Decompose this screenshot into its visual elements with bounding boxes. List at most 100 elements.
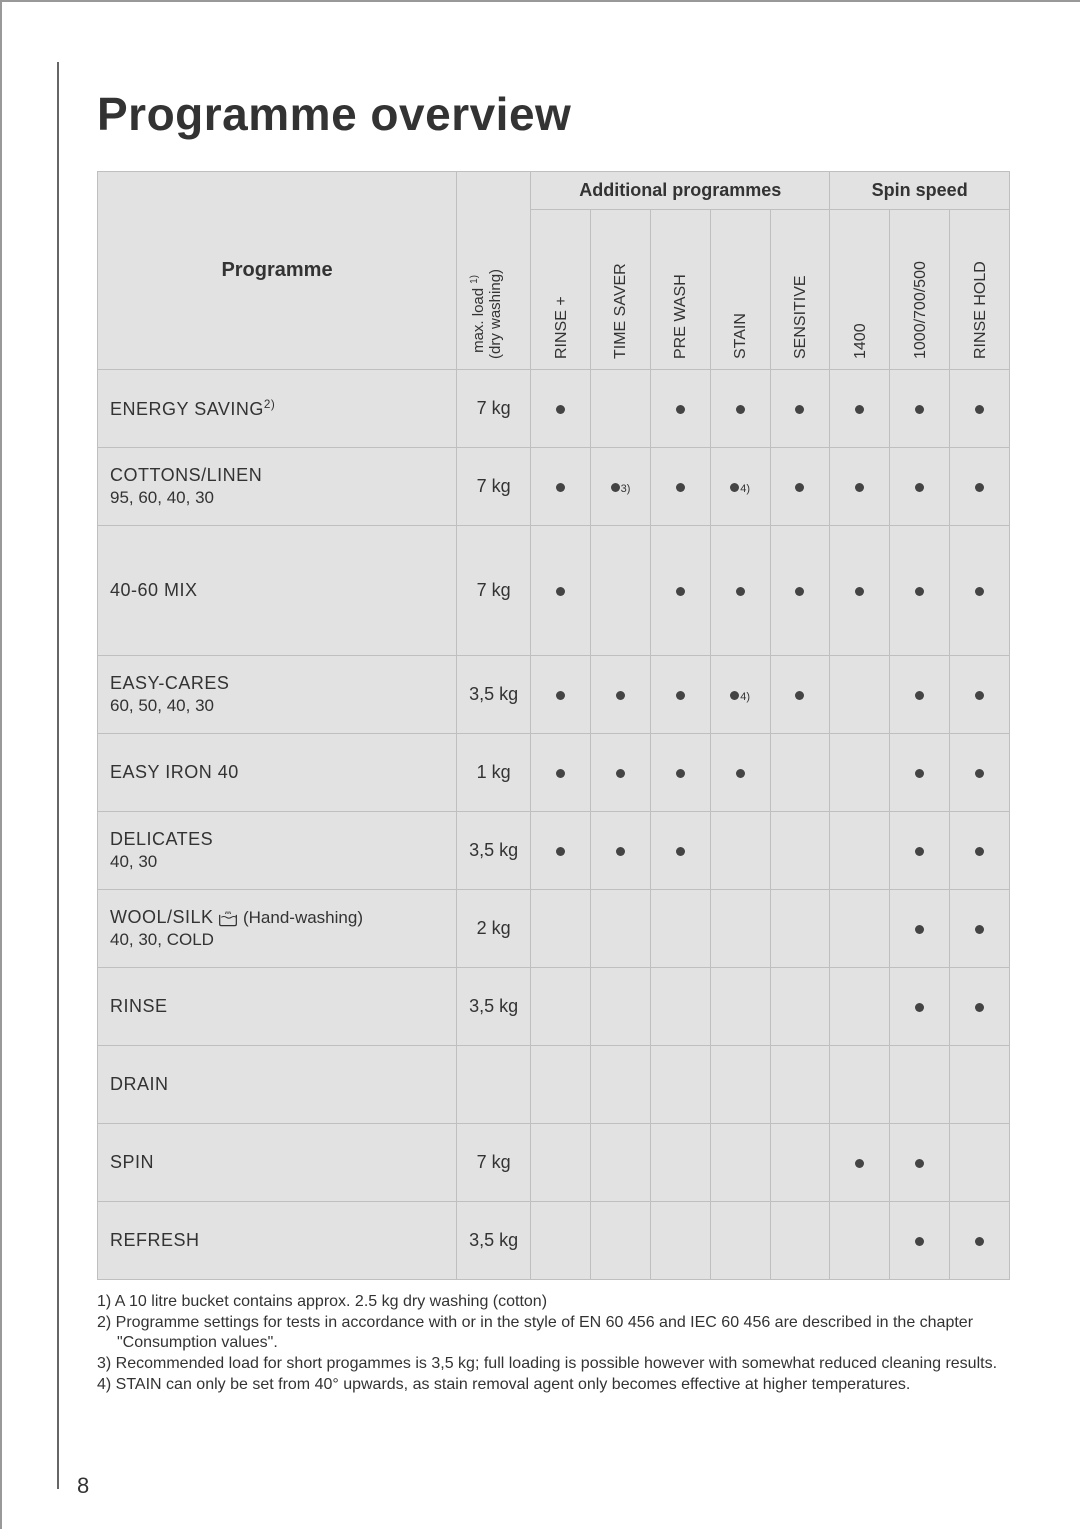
page-number: 8 bbox=[77, 1473, 89, 1499]
programme-tbody: ENERGY SAVING2) 7 kgCOTTONS/LINEN95, 60, … bbox=[98, 370, 1010, 1280]
opt-cell bbox=[770, 1046, 830, 1124]
programme-name: WOOL/SILK bbox=[110, 907, 214, 927]
opt-cell bbox=[650, 1124, 710, 1202]
table-row: RINSE3,5 kg bbox=[98, 968, 1010, 1046]
opt-cell bbox=[950, 526, 1010, 656]
table-row: ENERGY SAVING2) 7 kg bbox=[98, 370, 1010, 448]
opt-cell bbox=[591, 734, 651, 812]
opt-cell bbox=[591, 370, 651, 448]
load-cell: 3,5 kg bbox=[457, 968, 531, 1046]
opt-cell: 4) bbox=[710, 448, 770, 526]
opt-cell bbox=[770, 1202, 830, 1280]
opt-cell bbox=[890, 1046, 950, 1124]
opt-cell bbox=[830, 526, 890, 656]
opt-cell bbox=[950, 812, 1010, 890]
footnotes: 1) A 10 litre bucket contains approx. 2.… bbox=[97, 1292, 1010, 1395]
opt-cell bbox=[770, 656, 830, 734]
programme-cell: WOOL/SILK (Hand-washing)40, 30, COLD bbox=[98, 890, 457, 968]
opt-cell bbox=[890, 734, 950, 812]
opt-cell bbox=[830, 370, 890, 448]
opt-cell bbox=[950, 968, 1010, 1046]
opt-cell bbox=[890, 370, 950, 448]
programme-name: EASY IRON 40 bbox=[110, 762, 239, 782]
max-load-sub: (dry washing) bbox=[487, 269, 504, 359]
opt-cell bbox=[770, 370, 830, 448]
opt-cell bbox=[591, 890, 651, 968]
programme-sub: 60, 50, 40, 30 bbox=[110, 696, 444, 716]
opt-cell bbox=[770, 968, 830, 1046]
programme-name: 40-60 MIX bbox=[110, 580, 198, 600]
programme-name: DRAIN bbox=[110, 1074, 169, 1094]
programme-name: ENERGY SAVING2) bbox=[110, 399, 275, 419]
page-title: Programme overview bbox=[97, 87, 1010, 141]
handwash-icon bbox=[218, 911, 238, 927]
opt-cell bbox=[950, 656, 1010, 734]
opt-cell bbox=[770, 448, 830, 526]
max-load-sup: 1) bbox=[469, 275, 480, 284]
table-row: DRAIN bbox=[98, 1046, 1010, 1124]
opt-cell bbox=[890, 656, 950, 734]
opt-cell bbox=[950, 734, 1010, 812]
opt-cell bbox=[710, 734, 770, 812]
opt-cell: 3) bbox=[591, 448, 651, 526]
page: Programme overview Programme max. load 1… bbox=[0, 0, 1080, 1529]
opt-cell bbox=[531, 890, 591, 968]
programme-table-wrap: Programme max. load 1) (dry washing) Add… bbox=[97, 171, 1010, 1280]
load-cell: 2 kg bbox=[457, 890, 531, 968]
programme-cell: SPIN bbox=[98, 1124, 457, 1202]
programme-cell: COTTONS/LINEN95, 60, 40, 30 bbox=[98, 448, 457, 526]
opt-cell bbox=[591, 812, 651, 890]
opt-cell bbox=[830, 1202, 890, 1280]
table-row: SPIN7 kg bbox=[98, 1124, 1010, 1202]
col-sensitive: SENSITIVE bbox=[770, 210, 830, 370]
opt-cell bbox=[531, 734, 591, 812]
opt-cell bbox=[950, 890, 1010, 968]
opt-cell bbox=[710, 1124, 770, 1202]
programme-cell: 40-60 MIX bbox=[98, 526, 457, 656]
opt-cell bbox=[650, 812, 710, 890]
load-cell: 7 kg bbox=[457, 448, 531, 526]
table-row: EASY IRON 401 kg bbox=[98, 734, 1010, 812]
opt-cell bbox=[950, 1202, 1010, 1280]
opt-cell bbox=[710, 968, 770, 1046]
opt-cell bbox=[770, 812, 830, 890]
opt-cell bbox=[770, 526, 830, 656]
col-rinse-plus: RINSE + bbox=[531, 210, 591, 370]
opt-cell bbox=[830, 812, 890, 890]
group-spin: Spin speed bbox=[830, 172, 1010, 210]
programme-cell: REFRESH bbox=[98, 1202, 457, 1280]
footnote: 3) Recommended load for short progammes … bbox=[97, 1354, 1010, 1374]
opt-cell bbox=[531, 448, 591, 526]
opt-cell bbox=[650, 1046, 710, 1124]
programme-table: Programme max. load 1) (dry washing) Add… bbox=[97, 171, 1010, 1280]
opt-cell bbox=[770, 890, 830, 968]
opt-cell bbox=[650, 734, 710, 812]
opt-cell bbox=[950, 1124, 1010, 1202]
opt-cell bbox=[710, 812, 770, 890]
programme-name: COTTONS/LINEN bbox=[110, 465, 262, 485]
opt-cell bbox=[531, 968, 591, 1046]
footnote: 2) Programme settings for tests in accor… bbox=[97, 1313, 1010, 1353]
opt-cell bbox=[890, 448, 950, 526]
opt-cell bbox=[531, 1202, 591, 1280]
opt-cell bbox=[531, 1046, 591, 1124]
col-max-load: max. load 1) (dry washing) bbox=[457, 172, 531, 370]
opt-cell bbox=[531, 1124, 591, 1202]
col-1400: 1400 bbox=[830, 210, 890, 370]
programme-name: SPIN bbox=[110, 1152, 154, 1172]
opt-cell bbox=[890, 526, 950, 656]
col-time-saver: TIME SAVER bbox=[591, 210, 651, 370]
opt-cell bbox=[710, 890, 770, 968]
opt-cell bbox=[650, 968, 710, 1046]
programme-name-after: (Hand-washing) bbox=[238, 908, 363, 927]
programme-name: EASY-CARES bbox=[110, 673, 229, 693]
opt-cell bbox=[710, 1046, 770, 1124]
opt-cell bbox=[531, 370, 591, 448]
footnote: 4) STAIN can only be set from 40° upward… bbox=[97, 1375, 1010, 1395]
opt-cell bbox=[650, 656, 710, 734]
load-cell: 7 kg bbox=[457, 370, 531, 448]
opt-cell bbox=[591, 1046, 651, 1124]
programme-cell: DELICATES40, 30 bbox=[98, 812, 457, 890]
opt-cell bbox=[650, 370, 710, 448]
opt-cell bbox=[890, 890, 950, 968]
